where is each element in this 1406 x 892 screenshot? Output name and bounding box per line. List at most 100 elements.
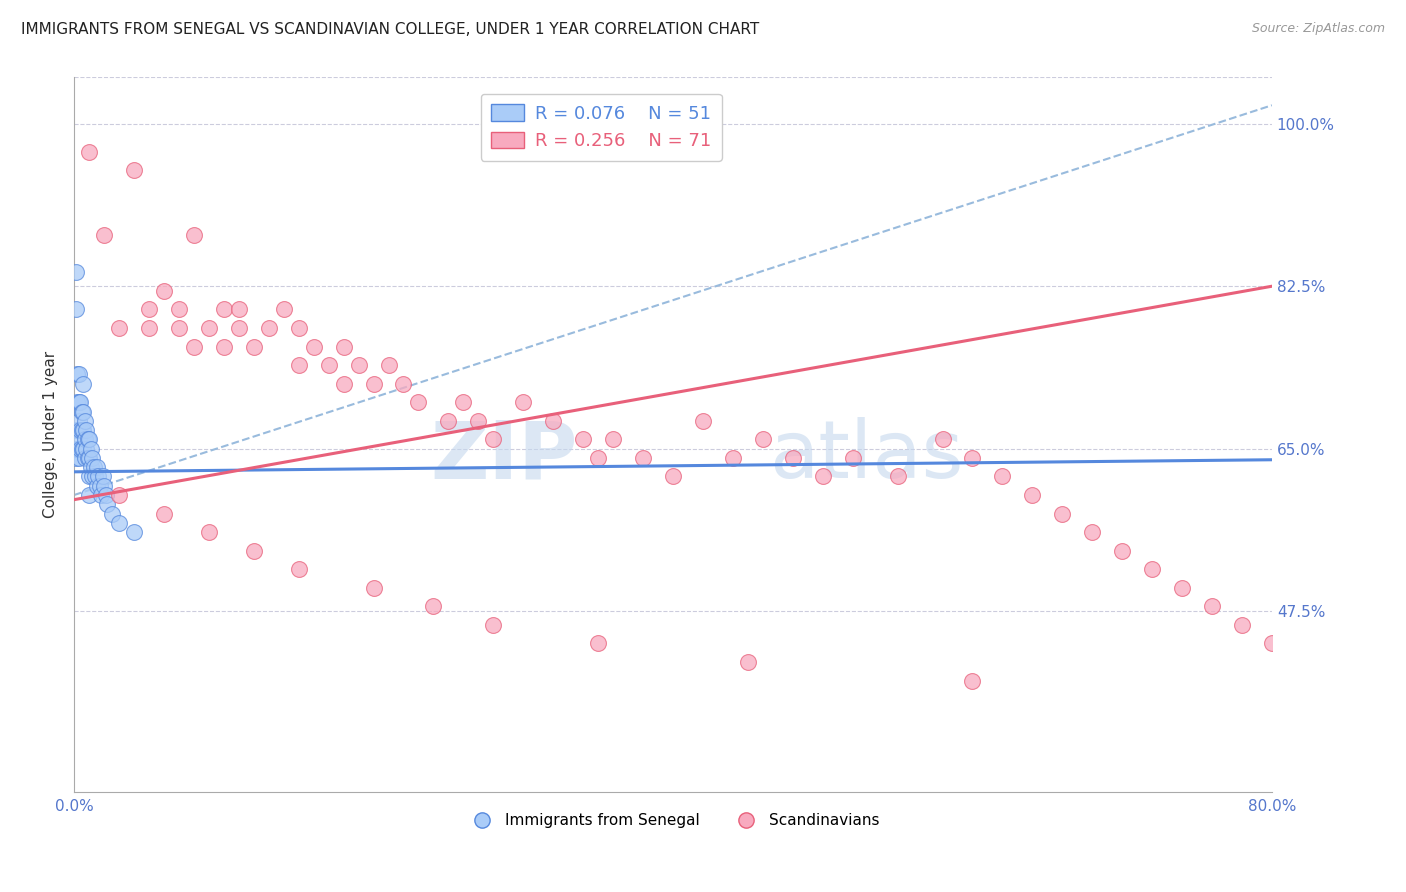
Point	[242, 340, 264, 354]
Point	[65, 450, 87, 465]
Point	[1140, 562, 1163, 576]
Point	[70, 442, 93, 456]
Point	[77, 469, 100, 483]
Point	[69, 442, 91, 456]
Point	[77, 433, 100, 447]
Point	[86, 460, 108, 475]
Point	[183, 228, 205, 243]
Point	[69, 423, 91, 437]
Point	[77, 145, 100, 159]
Point	[572, 433, 595, 447]
Point	[1261, 636, 1284, 650]
Point	[318, 358, 340, 372]
Point	[76, 433, 98, 447]
Point	[1021, 488, 1043, 502]
Point	[122, 525, 145, 540]
Point	[91, 469, 114, 483]
Point	[67, 414, 90, 428]
Point	[100, 507, 122, 521]
Point	[70, 404, 93, 418]
Point	[692, 414, 714, 428]
Point	[138, 302, 160, 317]
Point	[586, 636, 609, 650]
Point	[287, 562, 309, 576]
Y-axis label: College, Under 1 year: College, Under 1 year	[44, 351, 58, 518]
Point	[1230, 618, 1253, 632]
Point	[153, 507, 176, 521]
Point	[721, 450, 744, 465]
Text: Source: ZipAtlas.com: Source: ZipAtlas.com	[1251, 22, 1385, 36]
Point	[73, 414, 96, 428]
Point	[631, 450, 654, 465]
Point	[138, 321, 160, 335]
Point	[512, 395, 534, 409]
Point	[72, 423, 94, 437]
Point	[242, 543, 264, 558]
Point	[453, 395, 475, 409]
Legend: Immigrants from Senegal, Scandinavians: Immigrants from Senegal, Scandinavians	[461, 807, 886, 834]
Point	[1201, 599, 1223, 614]
Point	[332, 340, 354, 354]
Point	[93, 228, 115, 243]
Point	[86, 479, 108, 493]
Point	[70, 423, 93, 437]
Point	[65, 302, 87, 317]
Point	[586, 450, 609, 465]
Point	[752, 433, 775, 447]
Point	[662, 469, 685, 483]
Point	[66, 395, 89, 409]
Point	[467, 414, 489, 428]
Point	[66, 423, 89, 437]
Point	[212, 302, 235, 317]
Point	[287, 358, 309, 372]
Point	[332, 376, 354, 391]
Point	[811, 469, 834, 483]
Point	[75, 423, 97, 437]
Point	[76, 450, 98, 465]
Point	[72, 442, 94, 456]
Point	[72, 376, 94, 391]
Text: ZIP: ZIP	[430, 417, 578, 495]
Point	[1052, 507, 1074, 521]
Point	[183, 340, 205, 354]
Point	[108, 321, 131, 335]
Point	[841, 450, 863, 465]
Point	[67, 368, 90, 382]
Point	[1171, 581, 1194, 595]
Text: IMMIGRANTS FROM SENEGAL VS SCANDINAVIAN COLLEGE, UNDER 1 YEAR CORRELATION CHART: IMMIGRANTS FROM SENEGAL VS SCANDINAVIAN …	[21, 22, 759, 37]
Point	[167, 302, 190, 317]
Point	[75, 442, 97, 456]
Point	[67, 433, 90, 447]
Point	[90, 488, 112, 502]
Point	[83, 460, 105, 475]
Point	[67, 395, 90, 409]
Point	[79, 460, 101, 475]
Point	[73, 450, 96, 465]
Point	[89, 479, 111, 493]
Point	[108, 516, 131, 530]
Point	[437, 414, 460, 428]
Point	[257, 321, 280, 335]
Point	[1081, 525, 1104, 540]
Point	[67, 450, 90, 465]
Point	[363, 376, 385, 391]
Point	[77, 450, 100, 465]
Point	[228, 321, 250, 335]
Point	[482, 618, 505, 632]
Point	[84, 469, 107, 483]
Point	[422, 599, 444, 614]
Point	[79, 442, 101, 456]
Point	[541, 414, 564, 428]
Point	[991, 469, 1014, 483]
Point	[363, 581, 385, 595]
Point	[737, 655, 759, 669]
Point	[66, 442, 89, 456]
Point	[392, 376, 415, 391]
Point	[87, 469, 110, 483]
Point	[96, 497, 118, 511]
Point	[66, 368, 89, 382]
Point	[80, 469, 103, 483]
Point	[69, 395, 91, 409]
Point	[302, 340, 325, 354]
Point	[72, 404, 94, 418]
